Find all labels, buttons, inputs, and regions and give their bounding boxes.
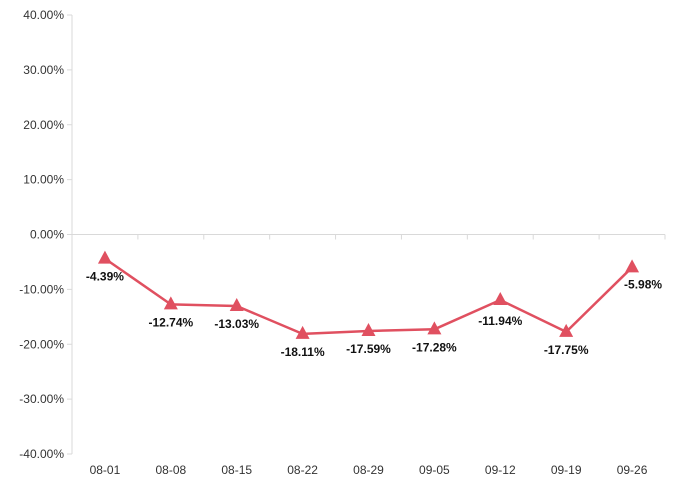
data-label: -5.98% (624, 277, 662, 291)
data-point-marker (295, 325, 310, 339)
data-point-marker (163, 296, 178, 310)
y-tick-label: 40.00% (23, 8, 64, 22)
y-tick-label: -30.00% (19, 392, 64, 406)
y-tick-label: 20.00% (23, 118, 64, 132)
data-label: -11.94% (478, 314, 522, 328)
x-tick-label: 09-26 (617, 463, 648, 477)
series-markers (97, 250, 640, 339)
y-tick-label: -10.00% (19, 282, 64, 296)
data-label: -4.39% (86, 270, 124, 284)
x-tick-label: 08-29 (353, 463, 384, 477)
y-tick-label: 0.00% (30, 228, 64, 242)
data-point-marker (97, 250, 112, 264)
x-tick-label: 09-12 (485, 463, 516, 477)
x-tick-label: 09-05 (419, 463, 450, 477)
x-tick-label: 08-22 (287, 463, 318, 477)
y-tick-label: -20.00% (19, 337, 64, 351)
data-point-marker (559, 323, 574, 337)
x-tick-label: 08-08 (155, 463, 186, 477)
x-tick-label: 08-15 (221, 463, 252, 477)
y-tick-label: 30.00% (23, 63, 64, 77)
data-label: -12.74% (148, 315, 193, 329)
data-point-marker (493, 292, 508, 306)
data-label: -18.11% (281, 345, 325, 359)
data-label: -17.59% (346, 342, 391, 356)
data-point-marker (229, 298, 244, 312)
data-label: -17.75% (544, 343, 589, 357)
y-tick-label: 10.00% (23, 173, 64, 187)
x-axis-ticks: 08-01 08-08 08-15 08-22 08-29 09-05 09-12 09-19… (71, 234, 666, 477)
data-point-marker (427, 321, 442, 335)
data-label: -13.03% (214, 317, 259, 331)
data-point-marker (361, 323, 376, 337)
x-tick-label: 09-19 (551, 463, 582, 477)
data-point-marker (625, 259, 640, 273)
y-axis-ticks: 40.00% 30.00% 20.00% 10.00% 0.00% -10.00% -20.… (19, 8, 72, 461)
data-labels: -4.39% -12.74% -13.03% -18.11% -17.59% -17.28… (86, 270, 662, 359)
data-label: -17.28% (412, 340, 457, 354)
x-tick-label: 08-01 (90, 463, 121, 477)
y-tick-label: -40.00% (19, 447, 64, 461)
